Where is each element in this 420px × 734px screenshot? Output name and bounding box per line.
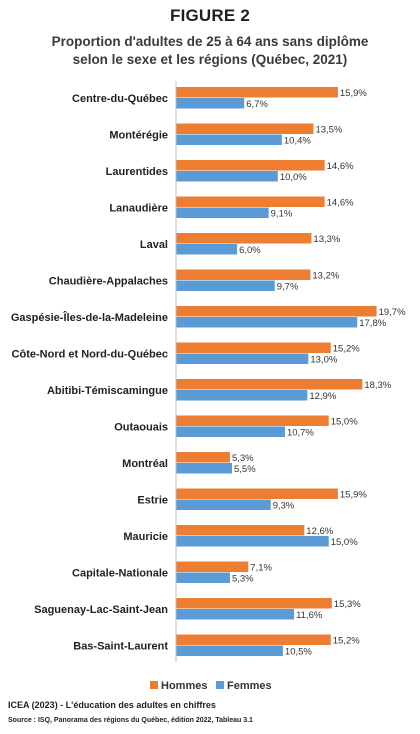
category-label: Laurentides (106, 166, 168, 178)
footer-credit: ICEA (2023) - L'éducation des adultes en… (8, 700, 216, 710)
data-label-hommes: 15,9% (340, 88, 367, 99)
bar-femmes (176, 609, 295, 620)
category-label: Outaouais (114, 421, 168, 433)
chart-title-line-2: selon le sexe et les régions (Québec, 20… (72, 52, 348, 67)
data-label-femmes: 15,0% (331, 537, 358, 548)
bar-hommes (176, 196, 325, 207)
data-label-femmes: 12,9% (309, 391, 336, 402)
data-label-hommes: 18,3% (364, 380, 391, 391)
data-label-femmes: 5,3% (232, 574, 254, 585)
bar-femmes (176, 280, 275, 291)
bar-hommes (176, 269, 311, 280)
data-label-hommes: 19,7% (379, 307, 406, 318)
data-label-hommes: 15,2% (333, 636, 360, 647)
bar-femmes (176, 244, 238, 255)
bar-hommes (176, 379, 363, 390)
data-label-hommes: 14,6% (327, 198, 354, 209)
bar-femmes (176, 134, 282, 145)
legend-label-hommes: Hommes (161, 680, 207, 692)
category-label: Gaspésie-Îles-de-la-Madeleine (11, 311, 168, 324)
category-label: Côte-Nord et Nord-du-Québec (12, 348, 168, 360)
bar-hommes (176, 525, 305, 536)
bar-femmes (176, 390, 308, 401)
data-label-hommes: 14,6% (327, 161, 354, 172)
bar-femmes (176, 426, 285, 437)
bar-hommes (176, 488, 338, 499)
bar-hommes (176, 87, 338, 98)
data-label-femmes: 6,0% (239, 245, 261, 256)
bar-hommes (176, 598, 332, 609)
bar-femmes (176, 572, 230, 583)
data-label-femmes: 9,7% (277, 282, 299, 293)
bar-femmes (176, 645, 283, 656)
data-label-hommes: 5,3% (232, 453, 254, 464)
category-label: Bas-Saint-Laurent (73, 640, 168, 652)
bar-femmes (176, 317, 358, 328)
bar-femmes (176, 207, 269, 218)
bar-hommes (176, 452, 230, 463)
footer-source: Source : ISQ, Panorama des régions du Qu… (8, 717, 253, 724)
bar-hommes (176, 561, 249, 572)
category-label: Estrie (137, 494, 168, 506)
bar-femmes (176, 98, 245, 109)
bar-femmes (176, 171, 278, 182)
bar-hommes (176, 342, 331, 353)
data-label-femmes: 13,0% (310, 355, 337, 366)
figure-label: FIGURE 2 (169, 6, 250, 25)
bar-hommes (176, 306, 377, 317)
data-label-femmes: 10,4% (284, 136, 311, 147)
data-label-femmes: 5,5% (234, 464, 256, 475)
bar-hommes (176, 233, 312, 244)
category-label: Montréal (122, 458, 168, 470)
bar-chart: Centre-du-Québec 15,9% 6,7% Montérégie 13,5%… (11, 81, 406, 692)
bar-femmes (176, 536, 329, 547)
legend-label-femmes: Femmes (227, 680, 272, 692)
category-label: Centre-du-Québec (72, 93, 168, 105)
data-label-femmes: 17,8% (359, 318, 386, 329)
data-label-femmes: 9,3% (273, 501, 295, 512)
data-label-femmes: 11,6% (296, 610, 323, 621)
data-label-hommes: 13,3% (313, 234, 340, 245)
bar-femmes (176, 353, 309, 364)
data-label-femmes: 10,0% (280, 172, 307, 183)
category-label: Montérégie (109, 129, 168, 141)
category-label: Saguenay-Lac-Saint-Jean (34, 604, 168, 616)
category-label: Chaudière-Appalaches (49, 275, 168, 287)
legend-swatch-femmes (216, 681, 224, 689)
category-label: Capitale-Nationale (72, 567, 168, 579)
chart-title-line-1: Proportion d'adultes de 25 à 64 ans sans… (51, 34, 369, 49)
bar-hommes (176, 634, 331, 645)
bar-hommes (176, 160, 325, 171)
bar-hommes (176, 415, 329, 426)
category-label: Laval (140, 239, 168, 251)
category-label: Abitibi-Témiscamingue (47, 385, 168, 397)
chart-title: Proportion d'adultes de 25 à 64 ans sans… (10, 33, 410, 69)
bar-femmes (176, 463, 232, 474)
data-label-hommes: 15,3% (334, 599, 361, 610)
data-label-femmes: 10,5% (285, 647, 312, 658)
data-label-femmes: 9,1% (271, 209, 293, 220)
data-label-hommes: 15,9% (340, 490, 367, 501)
data-label-hommes: 12,6% (306, 526, 333, 537)
data-label-femmes: 6,7% (246, 99, 268, 110)
category-label: Mauricie (123, 531, 168, 543)
bar-femmes (176, 499, 271, 510)
data-label-hommes: 15,2% (333, 344, 360, 355)
legend-swatch-hommes (150, 681, 158, 689)
data-label-hommes: 13,2% (312, 271, 339, 282)
category-label: Lanaudière (109, 202, 168, 214)
data-label-hommes: 13,5% (315, 125, 342, 136)
data-label-femmes: 10,7% (287, 428, 314, 439)
data-label-hommes: 15,0% (331, 417, 358, 428)
bar-hommes (176, 123, 314, 134)
data-label-hommes: 7,1% (250, 563, 272, 574)
